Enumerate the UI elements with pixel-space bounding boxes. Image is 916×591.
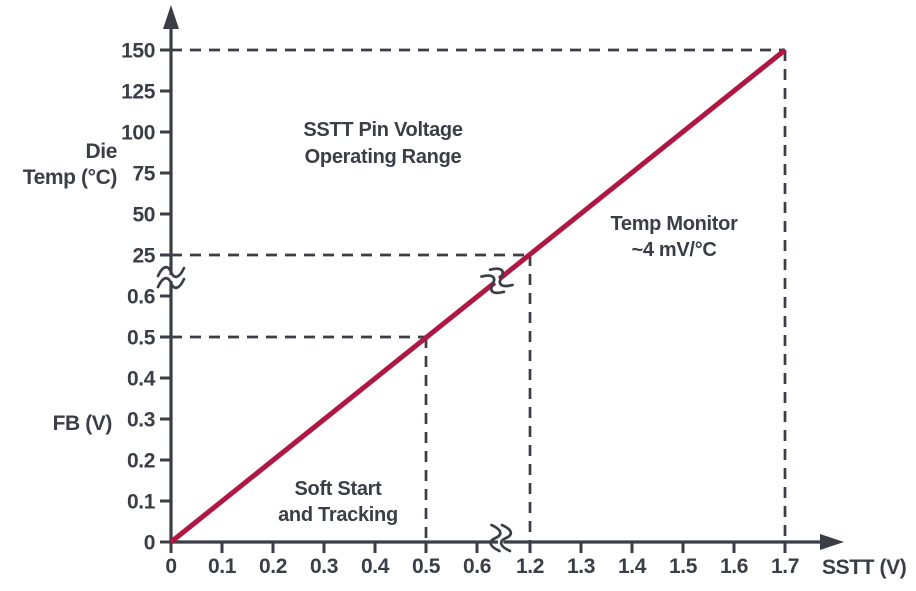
series-break-icon bbox=[488, 267, 514, 288]
y-tick-label-lower: 0.2 bbox=[127, 450, 155, 473]
y-tick-label-lower: 0.3 bbox=[127, 409, 155, 432]
annotation-temp-monitor-line1: Temp Monitor bbox=[610, 213, 738, 235]
x-tick-label: 1.4 bbox=[618, 555, 647, 578]
y-tick-label-upper: 100 bbox=[121, 122, 155, 145]
x-tick-label: 0.5 bbox=[412, 555, 441, 578]
x-tick-label: 0.6 bbox=[463, 555, 491, 578]
y-tick-label-lower: 0.6 bbox=[127, 286, 155, 309]
y-tick-label-lower: 0 bbox=[144, 532, 155, 555]
y-tick-label-upper: 50 bbox=[132, 204, 155, 227]
series-break-icon bbox=[480, 274, 506, 295]
y-tick-label-lower: 0.5 bbox=[127, 327, 156, 350]
series-break-gap bbox=[492, 275, 502, 286]
y-tick-label-upper: 75 bbox=[132, 163, 155, 186]
x-axis-break-icon bbox=[499, 523, 513, 553]
annotation-soft-start-line1: Soft Start bbox=[294, 478, 382, 500]
y-axis-upper-label-line1: Die bbox=[86, 140, 117, 163]
annotation-soft-start-line2: and Tracking bbox=[278, 504, 398, 526]
x-tick-label: 1.5 bbox=[669, 555, 698, 578]
x-tick-label: 1.6 bbox=[720, 555, 748, 578]
y-tick-label-lower: 0.4 bbox=[127, 368, 156, 391]
annotation-temp-monitor-line2: ~4 mV/°C bbox=[631, 239, 716, 261]
annotation-operating-range-line2: Operating Range bbox=[305, 146, 462, 168]
x-tick-label: 0.2 bbox=[259, 555, 287, 578]
x-axis-label: SSTT (V) bbox=[822, 556, 906, 579]
chart-generated-geometry: 0 0.1 0.2 0.3 0.4 0.5 0.6 1.2 1.3 1.4 1.5 1.6 1.7 150… bbox=[121, 5, 844, 578]
y-tick-label-upper: 125 bbox=[121, 81, 156, 104]
x-tick-label: 1.7 bbox=[771, 555, 799, 578]
annotation-operating-range-line1: SSTT Pin Voltage bbox=[303, 119, 462, 141]
x-tick-label: 0.3 bbox=[310, 555, 338, 578]
y-tick-label-lower: 0.1 bbox=[127, 491, 156, 514]
y-axis-break-icon bbox=[156, 276, 186, 290]
x-tick-label: 0 bbox=[165, 555, 176, 578]
x-tick-label: 0.4 bbox=[361, 555, 390, 578]
x-tick-label: 1.3 bbox=[567, 555, 595, 578]
x-tick-label: 0.1 bbox=[208, 555, 237, 578]
y-axis-upper-label-line2: Temp (°C) bbox=[23, 166, 117, 189]
series-line bbox=[169, 48, 787, 544]
x-axis-break-icon bbox=[489, 523, 502, 553]
x-tick-label: 1.2 bbox=[516, 555, 544, 578]
y-axis-break-icon bbox=[156, 265, 186, 279]
y-tick-label-upper: 150 bbox=[121, 40, 155, 63]
y-axis-lower-label: FB (V) bbox=[53, 412, 112, 435]
y-tick-label-upper: 25 bbox=[132, 245, 155, 268]
y-axis-arrow-icon bbox=[163, 5, 179, 29]
x-axis-arrow-icon bbox=[820, 534, 844, 550]
